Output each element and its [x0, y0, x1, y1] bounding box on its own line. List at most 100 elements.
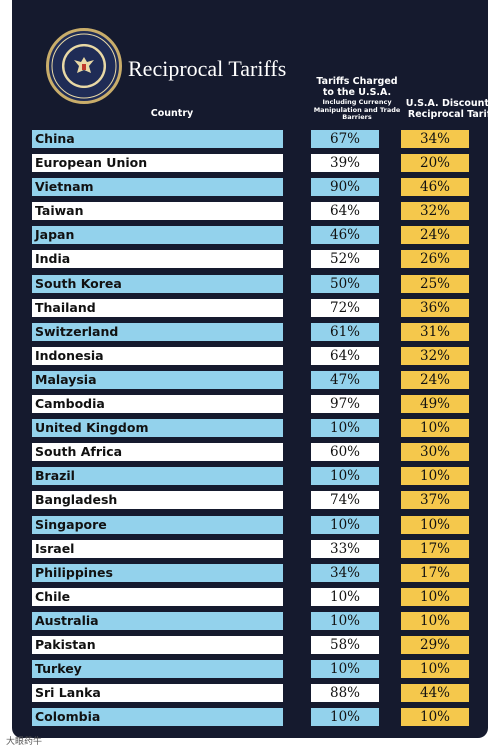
seal-ring: [51, 33, 117, 99]
country-cell: Taiwan: [32, 202, 283, 221]
reciprocal-tariff-cell: 31%: [401, 322, 469, 341]
tariff-charged-cell: 88%: [311, 684, 379, 703]
reciprocal-tariff-cell: 49%: [401, 395, 469, 414]
tariff-charged-cell: 72%: [311, 298, 379, 317]
tariff-charged-cell: 50%: [311, 274, 379, 293]
table-row: Indonesia 64% 32%: [0, 344, 500, 368]
table-row: Israel 33% 17%: [0, 537, 500, 561]
country-cell: Pakistan: [32, 635, 283, 654]
country-cell: Turkey: [32, 660, 283, 679]
table-row: Malaysia 47% 24%: [0, 368, 500, 392]
reciprocal-tariff-cell: 26%: [401, 250, 469, 269]
reciprocal-tariff-cell: 10%: [401, 660, 469, 679]
tariffs-charged-header: Tariffs Charged to the U.S.A. Including …: [310, 76, 404, 122]
table-row: Japan 46% 24%: [0, 223, 500, 247]
table-row: Australia 10% 10%: [0, 609, 500, 633]
country-cell: Malaysia: [32, 370, 283, 389]
page-title: Reciprocal Tariffs: [128, 56, 287, 81]
country-cell: Sri Lanka: [32, 684, 283, 703]
reciprocal-tariff-cell: 10%: [401, 419, 469, 438]
eagle-icon: [74, 57, 94, 73]
reciprocal-tariff-cell: 46%: [401, 178, 469, 197]
country-header: Country: [150, 108, 194, 119]
country-cell: South Korea: [32, 274, 283, 293]
table-row: Vietnam 90% 46%: [0, 175, 500, 199]
reciprocal-tariff-cell: 24%: [401, 370, 469, 389]
presidential-seal-icon: [46, 28, 122, 104]
tariff-charged-cell: 10%: [311, 708, 379, 727]
reciprocal-tariff-cell: 37%: [401, 491, 469, 510]
table-row: Philippines 34% 17%: [0, 561, 500, 585]
tariff-charged-cell: 58%: [311, 635, 379, 654]
reciprocal-tariff-cell: 10%: [401, 467, 469, 486]
tariff-charged-cell: 34%: [311, 563, 379, 582]
table-row: Brazil 10% 10%: [0, 464, 500, 488]
reciprocal-tariffs-header: U.S.A. Discounted Reciprocal Tariffs: [405, 98, 500, 120]
table-row: South Africa 60% 30%: [0, 440, 500, 464]
table-row: China 67% 34%: [0, 127, 500, 151]
tariff-charged-cell: 67%: [311, 130, 379, 148]
reciprocal-tariff-cell: 20%: [401, 154, 469, 173]
tariff-charged-cell: 52%: [311, 250, 379, 269]
table-row: United Kingdom 10% 10%: [0, 416, 500, 440]
tariff-charged-cell: 64%: [311, 202, 379, 221]
reciprocal-tariff-cell: 25%: [401, 274, 469, 293]
reciprocal-tariff-cell: 36%: [401, 298, 469, 317]
reciprocal-tariff-cell: 10%: [401, 611, 469, 630]
tariff-charged-cell: 10%: [311, 587, 379, 606]
tariff-charged-cell: 33%: [311, 539, 379, 558]
reciprocal-tariff-cell: 24%: [401, 226, 469, 245]
reciprocal-tariff-cell: 32%: [401, 202, 469, 221]
country-cell: Japan: [32, 226, 283, 245]
tariffs-charged-subtitle: Including Currency Manipulation and Trad…: [313, 98, 401, 121]
tariff-charged-cell: 10%: [311, 611, 379, 630]
country-cell: Chile: [32, 587, 283, 606]
tariff-charged-cell: 97%: [311, 395, 379, 414]
table-row: Bangladesh 74% 37%: [0, 488, 500, 512]
table-row: Taiwan 64% 32%: [0, 199, 500, 223]
tariff-charged-cell: 10%: [311, 467, 379, 486]
tariff-charged-cell: 10%: [311, 660, 379, 679]
table-row: South Korea 50% 25%: [0, 272, 500, 296]
reciprocal-tariff-cell: 10%: [401, 708, 469, 727]
watermark: 大眼药牛: [6, 737, 43, 747]
country-cell: Switzerland: [32, 322, 283, 341]
reciprocal-tariff-cell: 29%: [401, 635, 469, 654]
country-cell: Vietnam: [32, 178, 283, 197]
reciprocal-tariff-cell: 32%: [401, 346, 469, 365]
table-row: India 52% 26%: [0, 247, 500, 271]
tariff-charged-cell: 10%: [311, 515, 379, 534]
tariff-charged-cell: 64%: [311, 346, 379, 365]
country-cell: China: [32, 130, 283, 148]
country-cell: Cambodia: [32, 395, 283, 414]
country-cell: India: [32, 250, 283, 269]
country-cell: Israel: [32, 539, 283, 558]
country-cell: South Africa: [32, 443, 283, 462]
table-row: Chile 10% 10%: [0, 585, 500, 609]
reciprocal-tariff-cell: 17%: [401, 539, 469, 558]
tariff-table: China 67% 34% European Union 39% 20% Vietnam 90…: [0, 127, 500, 729]
tariff-charged-cell: 60%: [311, 443, 379, 462]
tariff-charged-cell: 39%: [311, 154, 379, 173]
tariff-charged-cell: 47%: [311, 370, 379, 389]
table-row: Cambodia 97% 49%: [0, 392, 500, 416]
tariff-charged-cell: 61%: [311, 322, 379, 341]
table-row: Turkey 10% 10%: [0, 657, 500, 681]
table-row: European Union 39% 20%: [0, 151, 500, 175]
table-row: Switzerland 61% 31%: [0, 320, 500, 344]
country-cell: Thailand: [32, 298, 283, 317]
country-cell: Brazil: [32, 467, 283, 486]
country-cell: Colombia: [32, 708, 283, 727]
country-cell: Bangladesh: [32, 491, 283, 510]
tariff-charged-cell: 10%: [311, 419, 379, 438]
country-cell: United Kingdom: [32, 419, 283, 438]
tariff-charged-cell: 74%: [311, 491, 379, 510]
reciprocal-tariff-cell: 17%: [401, 563, 469, 582]
tariff-charged-cell: 46%: [311, 226, 379, 245]
country-cell: European Union: [32, 154, 283, 173]
tariffs-charged-title: Tariffs Charged to the U.S.A.: [316, 76, 398, 98]
country-cell: Indonesia: [32, 346, 283, 365]
table-row: Pakistan 58% 29%: [0, 633, 500, 657]
table-row: Colombia 10% 10%: [0, 705, 500, 729]
reciprocal-tariff-cell: 44%: [401, 684, 469, 703]
